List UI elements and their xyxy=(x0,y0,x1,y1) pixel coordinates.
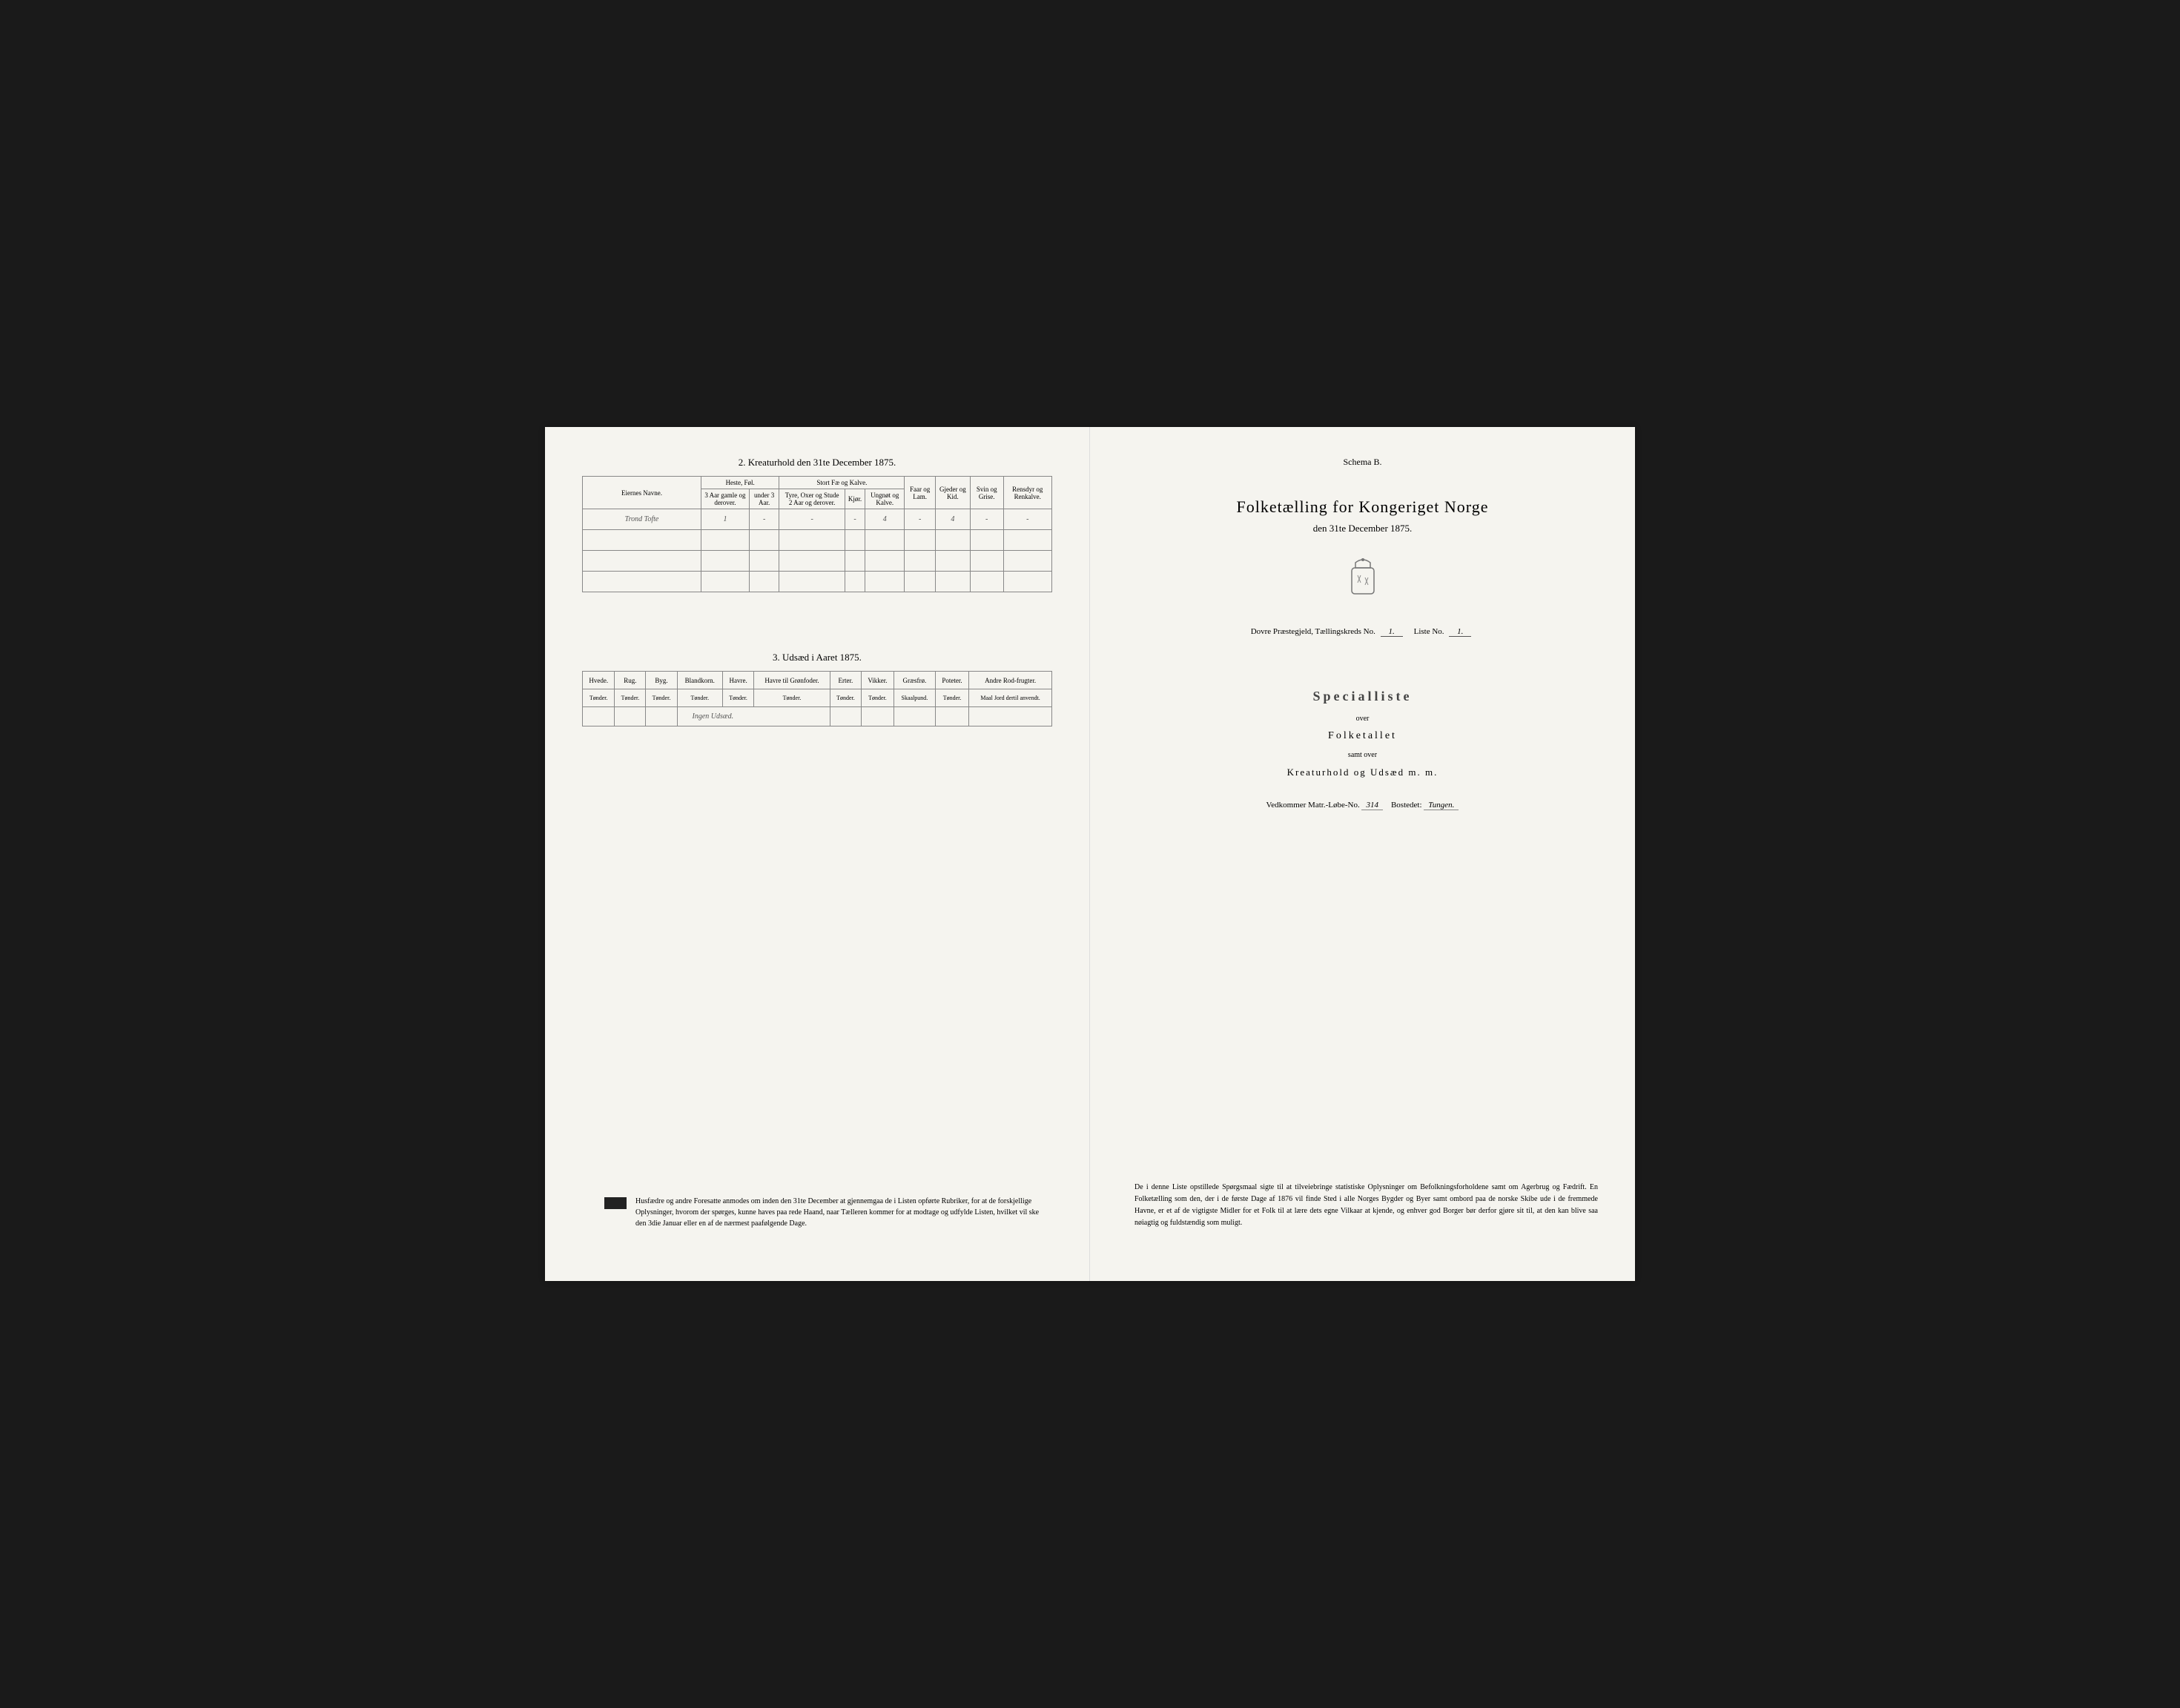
vedkommer-label: Vedkommer Matr.-Løbe-No. xyxy=(1266,801,1360,810)
kreatur-label: Kreaturhold og Udsæd m. m. xyxy=(1127,767,1598,778)
cell-cattle1: - xyxy=(779,509,845,530)
samt-label: samt over xyxy=(1127,751,1598,759)
sub-tonder: Tønder. xyxy=(754,689,830,707)
th-reindeer: Rensdyr og Renkalve. xyxy=(1003,477,1051,509)
liste-val: 1. xyxy=(1449,627,1471,637)
presteg-val: 1. xyxy=(1381,627,1403,637)
table-row xyxy=(583,572,1052,592)
th-cattle-sub3: Ungnøt og Kalve. xyxy=(865,489,905,509)
sub-tonder: Tønder. xyxy=(861,689,894,707)
cell-cattle3: 4 xyxy=(865,509,905,530)
cell-cattle2: - xyxy=(845,509,865,530)
sub-date: den 31te December 1875. xyxy=(1127,523,1598,534)
cell-owner: Trond Tofte xyxy=(583,509,701,530)
cell-horses2: - xyxy=(749,509,779,530)
cell-reindeer: - xyxy=(1003,509,1051,530)
th-havre-gron: Havre til Grønfoder. xyxy=(754,672,830,689)
th-vikker: Vikker. xyxy=(861,672,894,689)
over-label: over xyxy=(1127,715,1598,723)
th-rug: Rug. xyxy=(615,672,646,689)
th-cattle: Stort Fæ og Kalve. xyxy=(779,477,905,489)
th-grasfro: Græsfrø. xyxy=(894,672,935,689)
left-footer-note: Husfædre og andre Foresatte anmodes om i… xyxy=(604,1196,1045,1229)
sub-tonder: Tønder. xyxy=(935,689,968,707)
specialliste-title: Specialliste xyxy=(1127,689,1598,704)
th-andre: Andre Rod-frugter. xyxy=(969,672,1052,689)
table-row xyxy=(583,551,1052,572)
vedkommer-line: Vedkommer Matr.-Løbe-No. 314 Bostedet: T… xyxy=(1127,801,1598,810)
th-pigs: Svin og Grise. xyxy=(970,477,1003,509)
vedkommer-val: 314 xyxy=(1361,801,1383,810)
cell-pigs: - xyxy=(970,509,1003,530)
pointer-icon xyxy=(604,1197,627,1209)
cell-goats: 4 xyxy=(935,509,970,530)
liste-label: Liste No. xyxy=(1414,627,1444,636)
th-erter: Erter. xyxy=(830,672,861,689)
cell-udsaed: Ingen Udsæd. xyxy=(677,707,830,726)
th-cattle-sub1: Tyre, Oxer og Stude 2 Aar og derover. xyxy=(779,489,845,509)
main-title: Folketælling for Kongeriget Norge xyxy=(1127,497,1598,517)
seed-table: Hvede. Rug. Byg. Blandkorn. Havre. Havre… xyxy=(582,671,1052,726)
sub-tonder: Tønder. xyxy=(583,689,615,707)
section3-title: 3. Udsæd i Aaret 1875. xyxy=(582,652,1052,663)
sub-tonder: Tønder. xyxy=(615,689,646,707)
th-cattle-sub2: Kjør. xyxy=(845,489,865,509)
th-horses-sub1: 3 Aar gamle og derover. xyxy=(701,489,750,509)
cell-horses1: 1 xyxy=(701,509,750,530)
sub-maal: Maal Jord dertil anvendt. xyxy=(969,689,1052,707)
right-footer-text: De i denne Liste opstillede Spørgsmaal s… xyxy=(1134,1182,1598,1229)
schema-label: Schema B. xyxy=(1127,457,1598,468)
th-hvede: Hvede. xyxy=(583,672,615,689)
table-row: Trond Tofte 1 - - - 4 - 4 - - xyxy=(583,509,1052,530)
crest-icon xyxy=(1127,557,1598,605)
sub-skaal: Skaalpund. xyxy=(894,689,935,707)
section2-title: 2. Kreaturhold den 31te December 1875. xyxy=(582,457,1052,469)
th-goats: Gjeder og Kid. xyxy=(935,477,970,509)
th-horses-sub2: under 3 Aar. xyxy=(749,489,779,509)
table-row xyxy=(583,530,1052,551)
sub-tonder: Tønder. xyxy=(723,689,754,707)
footer-text: Husfædre og andre Foresatte anmodes om i… xyxy=(635,1196,1045,1229)
th-havre: Havre. xyxy=(723,672,754,689)
th-horses: Heste, Føl. xyxy=(701,477,779,489)
th-blandkorn: Blandkorn. xyxy=(677,672,723,689)
cell-sheep: - xyxy=(905,509,935,530)
sub-tonder: Tønder. xyxy=(677,689,723,707)
th-owner: Eiernes Navne. xyxy=(583,477,701,509)
livestock-table: Eiernes Navne. Heste, Føl. Stort Fæ og K… xyxy=(582,476,1052,592)
presteg-line: Dovre Præstegjeld, Tællingskreds No. 1. … xyxy=(1127,627,1598,637)
bosted-label: Bostedet: xyxy=(1391,801,1422,810)
sub-tonder: Tønder. xyxy=(830,689,861,707)
bosted-val: Tungen. xyxy=(1424,801,1459,810)
table-row: Ingen Udsæd. xyxy=(583,707,1052,726)
th-byg: Byg. xyxy=(646,672,677,689)
right-page: Schema B. Folketælling for Kongeriget No… xyxy=(1090,427,1635,1281)
document-scan: 2. Kreaturhold den 31te December 1875. E… xyxy=(545,427,1635,1281)
sub-tonder: Tønder. xyxy=(646,689,677,707)
folketallet-label: Folketallet xyxy=(1127,730,1598,742)
presteg-label: Dovre Præstegjeld, Tællingskreds No. xyxy=(1251,627,1375,636)
left-page: 2. Kreaturhold den 31te December 1875. E… xyxy=(545,427,1090,1281)
th-sheep: Faar og Lam. xyxy=(905,477,935,509)
th-poteter: Poteter. xyxy=(935,672,968,689)
